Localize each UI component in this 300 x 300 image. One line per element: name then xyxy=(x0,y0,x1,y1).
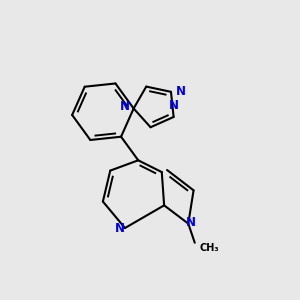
Text: N: N xyxy=(186,216,196,229)
Text: CH₃: CH₃ xyxy=(199,243,219,253)
Text: N: N xyxy=(120,100,130,112)
Text: N: N xyxy=(115,221,125,235)
Text: N: N xyxy=(169,99,178,112)
Text: N: N xyxy=(176,85,186,98)
